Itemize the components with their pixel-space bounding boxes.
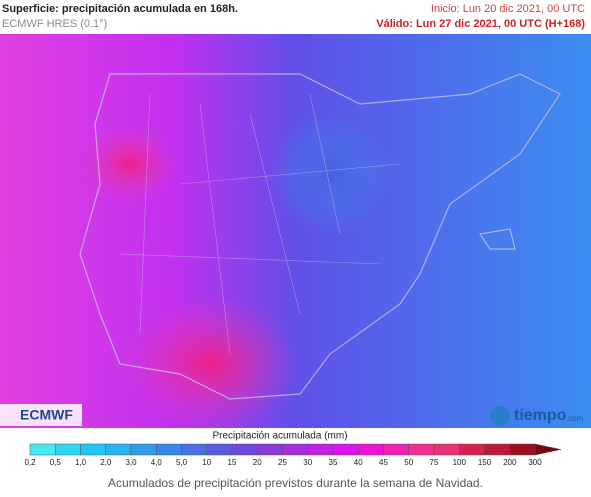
legend-label: 1,0 [75, 458, 87, 467]
legend-title: Precipitación acumulada (mm) [212, 431, 347, 442]
precip-max [80, 124, 180, 204]
island [479, 228, 516, 250]
legend-label: 40 [354, 458, 363, 467]
map: ECMWF tiempo .com [0, 34, 591, 428]
color-box [459, 443, 485, 456]
logo-right: tiempo [514, 407, 567, 424]
legend-label: 35 [329, 458, 338, 467]
legend-label: 150 [478, 458, 492, 467]
color-box [509, 443, 536, 456]
color-box [307, 443, 334, 456]
legend-label: 10 [202, 458, 211, 467]
legend-label: 0,5 [50, 458, 62, 467]
legend-label: 4,0 [151, 458, 163, 467]
legend-label: 25 [278, 458, 287, 467]
model-name: ECMWF HRES (0.1°) [2, 18, 108, 30]
color-box [282, 443, 308, 456]
color-box [484, 443, 510, 456]
legend-label: 200 [503, 458, 517, 467]
legend-label: 2,0 [100, 458, 112, 467]
valid-time: Válido: Lun 27 dic 2021, 00 UTC (H+168) [376, 18, 585, 30]
legend-label: 30 [303, 458, 312, 467]
color-box [408, 443, 435, 456]
caption: Acumulados de precipitación previstos du… [108, 476, 483, 490]
color-box [332, 443, 359, 456]
legend-label: 5,0 [176, 458, 188, 467]
legend-label: 3,0 [125, 458, 137, 467]
precip-max [120, 294, 300, 428]
color-box [383, 443, 409, 456]
logo-icon [490, 406, 510, 426]
legend-label: 20 [253, 458, 262, 467]
color-box [130, 443, 157, 456]
logo-right-suffix: .com [566, 414, 584, 423]
legend-label: 0,2 [24, 458, 36, 467]
color-box [257, 443, 283, 456]
color-box [80, 443, 106, 456]
color-box [29, 443, 56, 456]
color-box [156, 443, 182, 456]
color-box [105, 443, 132, 456]
legend-label: 300 [528, 458, 542, 467]
color-box [206, 443, 233, 456]
precip-field [270, 114, 390, 234]
legend-label: 100 [453, 458, 467, 467]
colorbar: Precipitación acumulada (mm) 0,2 0,5 1,0 2,… [24, 431, 562, 467]
start-time: Inicio: Lun 20 dic 2021, 00 UTC [430, 3, 585, 15]
color-box [55, 443, 81, 456]
color-arrow [534, 443, 562, 456]
region-borders [119, 93, 401, 355]
color-box [358, 443, 384, 456]
map-title: Superficie: precipitación acumulada en 1… [2, 3, 238, 15]
legend-label: 15 [228, 458, 237, 467]
color-box [433, 443, 460, 456]
legend-label: 75 [430, 458, 439, 467]
logo-box [0, 404, 82, 426]
legend-label: 45 [379, 458, 388, 467]
coastline [79, 73, 561, 400]
color-box [231, 443, 258, 456]
color-box [181, 443, 207, 456]
logo-left: ECMWF [20, 407, 73, 423]
legend-label: 50 [404, 458, 413, 467]
